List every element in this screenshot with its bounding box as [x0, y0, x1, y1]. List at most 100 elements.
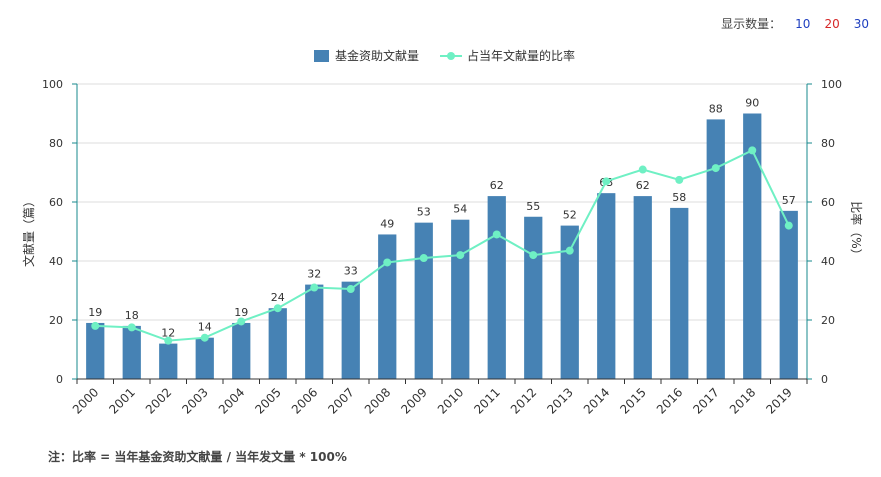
x-tick-label: 2015	[617, 385, 648, 416]
x-tick-label: 2010	[435, 385, 466, 416]
x-tick-label: 2012	[508, 385, 539, 416]
display-count-option-10[interactable]: 10	[795, 16, 811, 31]
ratio-line	[95, 149, 790, 342]
bar[interactable]	[86, 322, 105, 379]
bar[interactable]	[451, 219, 470, 379]
y2-tick-label: 0	[821, 373, 828, 386]
bar[interactable]	[378, 234, 397, 379]
bar-value-label: 19	[88, 306, 102, 319]
ratio-point[interactable]	[346, 285, 355, 294]
x-tick-label: 2014	[581, 385, 612, 416]
bar-value-label: 12	[161, 327, 175, 340]
footnote: 注：比率 = 当年基金资助文献量 / 当年发文量 * 100%	[48, 450, 347, 464]
legend-line-label[interactable]: 占当年文献量的比率	[467, 48, 575, 63]
bar-value-label: 55	[526, 200, 540, 213]
ratio-point[interactable]	[273, 304, 282, 313]
ratio-point[interactable]	[784, 221, 793, 230]
y2-axis-title: 比率（%）	[849, 201, 864, 260]
y-tick-label: 40	[49, 255, 63, 268]
ratio-point[interactable]	[127, 323, 136, 332]
bar-value-label: 90	[745, 97, 759, 110]
x-tick-label: 2009	[398, 385, 429, 416]
x-tick-label: 2008	[362, 385, 393, 416]
bar[interactable]	[159, 343, 178, 379]
bar-value-label: 52	[563, 209, 577, 222]
bar-value-label: 58	[672, 191, 686, 204]
bar-value-label: 18	[125, 309, 139, 322]
x-tick-label: 2003	[179, 385, 210, 416]
ratio-point[interactable]	[565, 246, 574, 255]
line-series	[91, 146, 793, 345]
ratio-point[interactable]	[529, 251, 538, 260]
legend: 基金资助文献量 占当年文献量的比率	[314, 48, 575, 63]
bar[interactable]	[195, 337, 214, 379]
bar-value-label: 57	[782, 194, 796, 207]
y2-tick-label: 100	[821, 78, 842, 91]
x-tick-label: 2007	[325, 385, 356, 416]
bar[interactable]	[670, 207, 689, 379]
y-axis-title: 文献量（篇）	[21, 195, 36, 267]
bar[interactable]	[706, 119, 725, 380]
ratio-point[interactable]	[164, 336, 173, 345]
x-tick-label: 2000	[70, 385, 101, 416]
bar[interactable]	[779, 210, 798, 379]
ratio-point[interactable]	[237, 317, 246, 326]
ratio-point[interactable]	[492, 230, 501, 239]
grid	[77, 83, 807, 321]
ratio-point[interactable]	[383, 258, 392, 267]
x-tick-label: 2013	[544, 385, 575, 416]
ratio-point[interactable]	[419, 254, 428, 263]
y2-tick-label: 80	[821, 137, 835, 150]
x-tick-label: 2019	[763, 385, 794, 416]
bar[interactable]	[414, 222, 433, 379]
y-tick-label: 60	[49, 196, 63, 209]
bar[interactable]	[268, 308, 287, 379]
bar-value-label: 88	[709, 102, 723, 115]
bars	[86, 113, 798, 380]
x-tick-label: 2005	[252, 385, 283, 416]
bar-labels: 1918121419243233495354625552636258889057	[88, 97, 796, 340]
bar-value-label: 49	[380, 217, 394, 230]
display-count-option-30[interactable]: 30	[853, 16, 869, 31]
legend-line-marker	[447, 52, 455, 60]
ratio-point[interactable]	[456, 251, 465, 260]
bar-value-label: 53	[417, 206, 431, 219]
chart: 基金资助文献量 占当年文献量的比率 19 18 12 14 19 24 32 33 49 53 54…	[21, 48, 864, 417]
y-tick-label: 100	[42, 78, 63, 91]
x-tick-label: 2011	[471, 385, 502, 416]
ratio-point[interactable]	[638, 165, 647, 174]
y-tick-label: 80	[49, 137, 63, 150]
bar[interactable]	[633, 196, 652, 379]
x-tick-label: 2016	[654, 385, 685, 416]
ratio-point[interactable]	[91, 321, 100, 330]
display-count-label: 显示数量：	[721, 17, 782, 31]
ratio-point[interactable]	[602, 177, 611, 186]
bar[interactable]	[341, 281, 360, 379]
y2-tick-label: 60	[821, 196, 835, 209]
y-tick-label: 20	[49, 314, 63, 327]
bar[interactable]	[122, 325, 141, 379]
bar-value-label: 33	[344, 265, 358, 278]
x-tick-label: 2001	[106, 385, 137, 416]
bar[interactable]	[232, 322, 251, 379]
legend-bar-label[interactable]: 基金资助文献量	[335, 48, 419, 63]
bar[interactable]	[305, 284, 324, 379]
x-tick-label: 2018	[727, 385, 758, 416]
ratio-point[interactable]	[748, 146, 757, 155]
display-count-controls: 显示数量： 10 20 30	[721, 15, 869, 32]
ratio-point[interactable]	[675, 175, 684, 184]
bar-value-label: 24	[271, 291, 285, 304]
bar[interactable]	[597, 193, 616, 379]
bar[interactable]	[524, 216, 543, 379]
bar[interactable]	[560, 225, 579, 379]
bar[interactable]	[487, 196, 506, 379]
ratio-point[interactable]	[310, 283, 319, 292]
legend-bar-swatch[interactable]	[314, 50, 329, 62]
display-count-option-20[interactable]: 20	[824, 16, 840, 31]
y2-tick-label: 20	[821, 314, 835, 327]
ratio-point[interactable]	[711, 164, 720, 173]
y2-tick-label: 40	[821, 255, 835, 268]
bar-value-label: 14	[198, 321, 212, 334]
ratio-point[interactable]	[200, 333, 209, 342]
bar[interactable]	[743, 113, 762, 380]
